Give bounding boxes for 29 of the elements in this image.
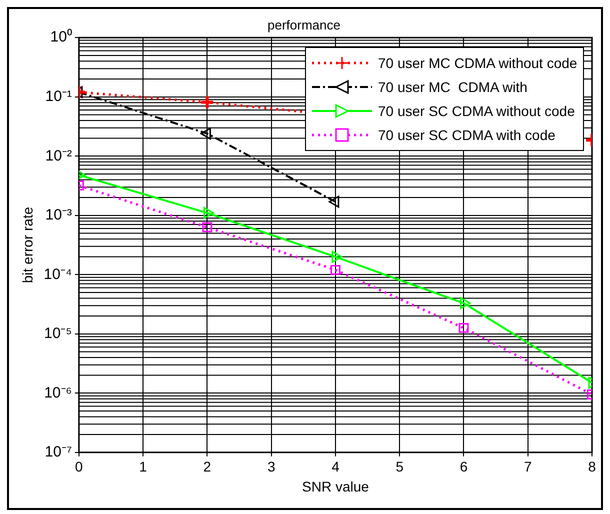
legend-label: 70 user SC CDMA with code — [378, 126, 556, 145]
x-tick-label: 1 — [139, 458, 148, 475]
x-tick-label: 7 — [524, 458, 532, 475]
y-tick-label: 10⁻² — [45, 147, 72, 164]
point — [202, 222, 212, 232]
x-axis-title: SNR value — [302, 478, 370, 494]
legend-label: 70 user MC CDMA without code — [378, 54, 578, 73]
x-tick-label: 5 — [396, 458, 404, 475]
y-axis-title: bit error rate — [19, 206, 36, 284]
y-tick-label: 10⁻⁴ — [44, 266, 72, 283]
point — [328, 196, 340, 208]
y-tick-label: 10⁻¹ — [45, 88, 72, 105]
point — [203, 206, 214, 219]
legend-label: 70 user SC CDMA without code — [378, 102, 575, 121]
x-tick-label: 4 — [332, 458, 340, 475]
point — [330, 264, 340, 275]
x-tick-label: 8 — [588, 458, 596, 475]
x-tick-label: 0 — [75, 458, 84, 475]
y-tick-label: 10⁻⁵ — [44, 325, 72, 342]
x-tick-label: 2 — [203, 458, 212, 475]
point — [458, 322, 469, 333]
x-tick-label: 6 — [460, 458, 468, 475]
y-tick-label: 10⁰ — [50, 28, 72, 46]
x-tick-label: 3 — [267, 458, 276, 475]
legend-label: 70 user MC CDMA with — [378, 78, 528, 97]
chart-title: performance — [268, 17, 340, 32]
y-tick-label: 10⁻³ — [45, 206, 72, 224]
y-tick-label: 10⁻⁷ — [44, 444, 72, 461]
y-tick-label: 10⁻⁶ — [44, 384, 72, 402]
